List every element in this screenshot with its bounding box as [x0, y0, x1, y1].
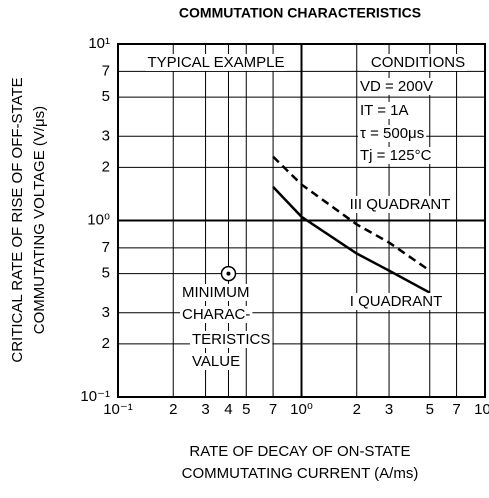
annotation-bg	[358, 101, 411, 119]
annotation: CHARAC-	[182, 306, 250, 323]
annotation: τ = 500μs	[360, 125, 424, 142]
y-tick-label: 7	[102, 62, 110, 79]
annotation: TERISTICS	[192, 331, 270, 348]
annotation: CONDITIONS	[371, 54, 465, 71]
x-tick-label: 5	[426, 401, 434, 418]
x-tick-label: 2	[353, 401, 361, 418]
annotation: IT = 1A	[360, 102, 409, 119]
x-tick-label: 3	[385, 401, 393, 418]
annotation: III QUADRANT	[350, 196, 451, 213]
annotation-bg	[368, 53, 468, 71]
annotation-bg	[358, 77, 435, 95]
marks	[220, 155, 431, 294]
y-tick-label: 5	[102, 88, 110, 105]
annotation: VALUE	[192, 353, 240, 370]
annotation: TYPICAL EXAMPLE	[148, 54, 285, 71]
annotation-bg	[358, 146, 434, 164]
annotation: MINIMUM	[182, 284, 250, 301]
annotation: Tj = 125°C	[360, 147, 432, 164]
x-tick-label: 10⁻¹	[103, 401, 133, 418]
x-tick-label: 7	[452, 401, 460, 418]
x-tick-label: 10¹	[474, 401, 489, 418]
x-axis-label: RATE OF DECAY OF ON-STATE	[189, 443, 410, 460]
y-tick-label: 2	[102, 158, 110, 175]
x-tick-label: 7	[269, 401, 277, 418]
annotation-bg	[190, 352, 243, 370]
annotation-bg	[190, 330, 273, 348]
annotation: VD = 200V	[360, 78, 433, 95]
x-tick-label: 5	[242, 401, 250, 418]
y-tick-label: 10⁰	[87, 211, 110, 228]
x-tick-label: 2	[169, 401, 177, 418]
y-axis-label: CRITICAL RATE OF RISE OF OFF-STATE	[9, 77, 26, 362]
y-tick-label: 7	[102, 239, 110, 256]
labels: 10⁻¹2345710⁰235710¹10⁻¹235710⁰235710¹TYP…	[80, 35, 489, 418]
x-tick-label: 3	[201, 401, 209, 418]
y-tick-label: 3	[102, 304, 110, 321]
annotation-bg	[358, 124, 427, 142]
plot-frame	[117, 43, 486, 398]
annotation-bg	[347, 292, 445, 310]
series-line	[272, 155, 431, 272]
x-axis-label: COMMUTATING CURRENT (A/ms)	[182, 465, 419, 482]
min-point-dot	[226, 271, 231, 276]
annotation: I QUADRANT	[350, 293, 443, 310]
y-tick-label: 3	[102, 127, 110, 144]
y-tick-label: 2	[102, 335, 110, 352]
annotation-bg	[347, 195, 453, 213]
annotation-bg	[145, 53, 287, 71]
annotation-bg	[180, 305, 253, 323]
series-line	[272, 186, 431, 294]
y-tick-label: 5	[102, 265, 110, 282]
x-tick-label: 10⁰	[290, 401, 313, 418]
chart-title: COMMUTATION CHARACTERISTICS	[179, 5, 421, 21]
y-tick-label: 10⁻¹	[80, 388, 110, 405]
y-tick-label: 10¹	[88, 35, 110, 52]
x-tick-label: 4	[224, 401, 232, 418]
annotation-bg	[180, 283, 252, 301]
y-axis-label: COMMUTATING VOLTAGE (V/μs)	[31, 106, 48, 334]
grid	[117, 43, 486, 398]
